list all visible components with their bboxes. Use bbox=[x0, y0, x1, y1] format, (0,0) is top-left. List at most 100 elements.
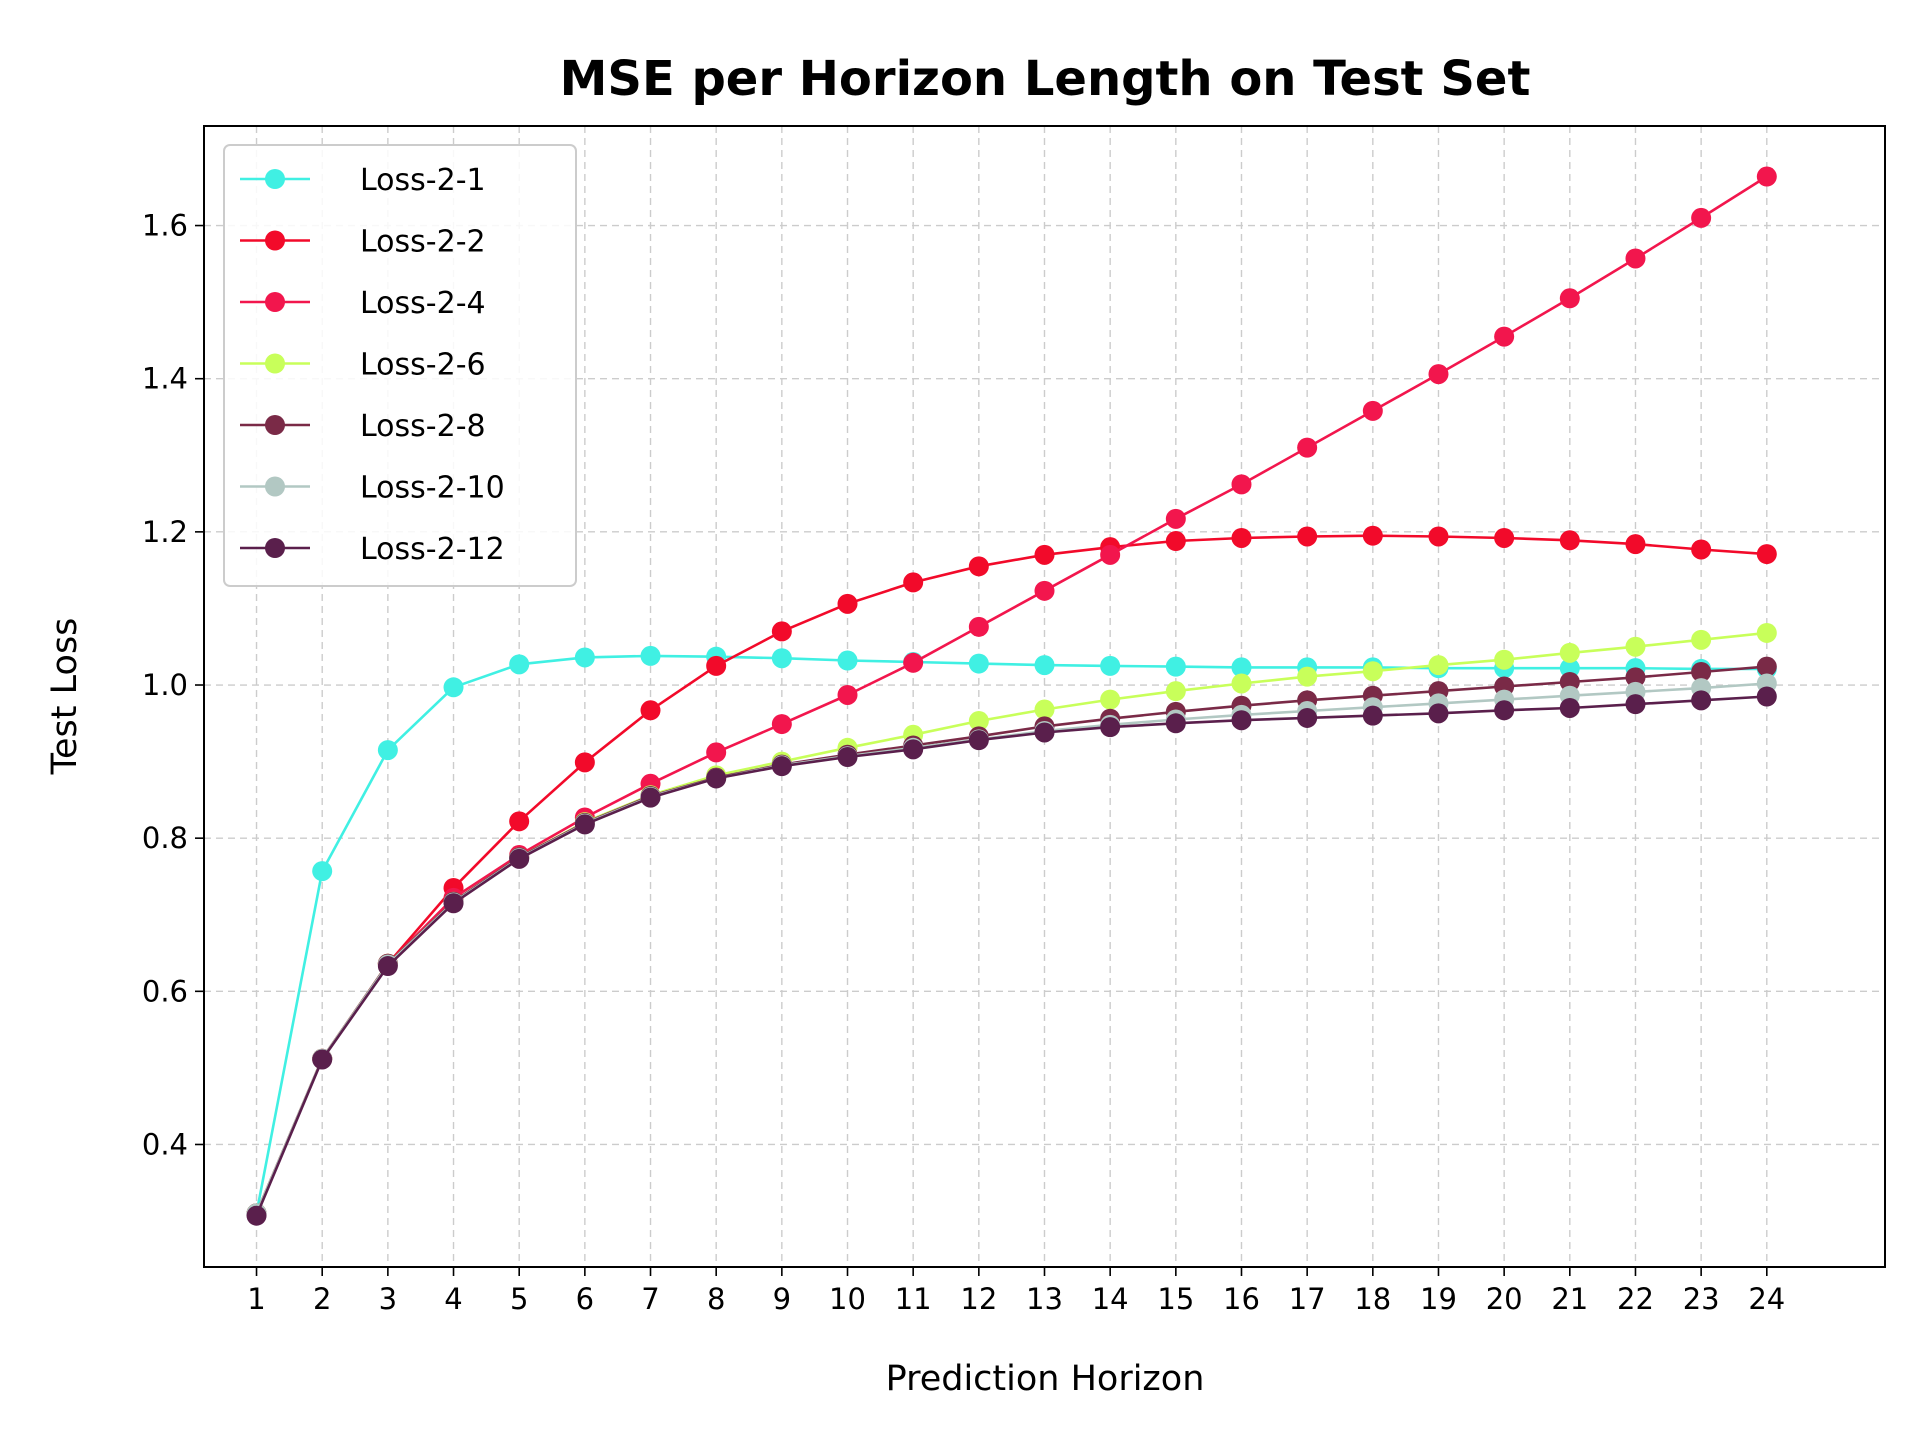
y-tick-label: 1.0 bbox=[142, 668, 188, 702]
data-point bbox=[1165, 508, 1186, 529]
series-line bbox=[255, 654, 1767, 1214]
data-point bbox=[377, 956, 398, 977]
y-tick-label: 0.6 bbox=[142, 974, 188, 1008]
data-point bbox=[1100, 689, 1121, 710]
data-point bbox=[771, 756, 792, 777]
data-point bbox=[1297, 707, 1318, 728]
legend-marker bbox=[265, 230, 285, 251]
legend-item: Loss-2-1 bbox=[240, 163, 486, 198]
x-tick-label: 1 bbox=[247, 1282, 265, 1316]
data-point bbox=[1494, 700, 1515, 721]
legend-item: Loss-2-2 bbox=[240, 225, 486, 260]
data-point bbox=[1494, 527, 1515, 548]
data-point bbox=[837, 593, 858, 614]
data-point bbox=[1691, 661, 1712, 682]
x-tick-label: 14 bbox=[1092, 1282, 1129, 1316]
x-tick-label: 16 bbox=[1223, 1282, 1260, 1316]
series-layer bbox=[246, 166, 1777, 1226]
x-tick-label: 24 bbox=[1748, 1282, 1785, 1316]
data-point bbox=[1428, 364, 1449, 385]
data-point bbox=[640, 645, 661, 666]
data-point bbox=[377, 740, 398, 761]
data-point bbox=[1625, 248, 1646, 269]
data-point bbox=[837, 684, 858, 705]
legend-marker bbox=[265, 415, 285, 435]
legend-item: Loss-2-12 bbox=[240, 532, 505, 567]
data-point bbox=[1362, 400, 1383, 421]
data-point bbox=[1231, 673, 1252, 694]
data-point bbox=[706, 655, 727, 676]
data-point bbox=[837, 746, 858, 767]
chart-title: MSE per Horizon Length on Test Set bbox=[560, 51, 1531, 107]
data-point bbox=[1297, 526, 1318, 547]
series-line bbox=[255, 695, 1767, 1217]
x-tick-label: 5 bbox=[510, 1282, 528, 1316]
data-point bbox=[1428, 526, 1449, 547]
legend-item: Loss-2-4 bbox=[240, 286, 486, 321]
legend-label: Loss-2-2 bbox=[360, 225, 486, 260]
data-point bbox=[1165, 681, 1186, 702]
data-point bbox=[443, 677, 464, 698]
data-point bbox=[1231, 527, 1252, 548]
legend-label: Loss-2-12 bbox=[360, 532, 505, 567]
x-tick-label: 13 bbox=[1026, 1282, 1063, 1316]
data-point bbox=[1494, 326, 1515, 347]
data-point bbox=[1625, 667, 1646, 688]
data-point bbox=[1625, 694, 1646, 715]
data-point bbox=[574, 814, 595, 835]
y-axis-ticks: 0.4 0.6 0.8 1.0 1.2 1.4 1.6 bbox=[142, 209, 204, 1161]
data-point bbox=[312, 861, 333, 882]
data-point bbox=[1691, 207, 1712, 228]
data-point bbox=[574, 752, 595, 773]
data-point bbox=[1362, 661, 1383, 682]
legend-label: Loss-2-1 bbox=[360, 163, 486, 198]
data-point bbox=[968, 711, 989, 732]
data-point bbox=[771, 648, 792, 669]
data-point bbox=[968, 616, 989, 637]
data-point bbox=[1297, 437, 1318, 458]
data-point bbox=[640, 700, 661, 721]
data-point bbox=[903, 652, 924, 673]
data-point bbox=[1756, 686, 1777, 707]
data-point bbox=[771, 714, 792, 735]
legend-marker bbox=[265, 169, 285, 189]
x-tick-label: 6 bbox=[576, 1282, 594, 1316]
legend-box bbox=[223, 144, 577, 587]
x-axis-ticks: 1 2 3 4 5 6 7 8 9 10 11 12 13 14 15 16 17 18 19 20 21 22 23 24 bbox=[247, 1267, 1785, 1316]
x-tick-label: 19 bbox=[1420, 1282, 1457, 1316]
x-axis-label: Prediction Horizon bbox=[886, 1359, 1205, 1399]
data-point bbox=[443, 893, 464, 914]
x-tick-label: 18 bbox=[1354, 1282, 1391, 1316]
data-point bbox=[968, 556, 989, 577]
x-tick-label: 15 bbox=[1157, 1282, 1194, 1316]
data-point bbox=[1231, 710, 1252, 731]
legend-item: Loss-2-8 bbox=[240, 409, 486, 444]
data-point bbox=[903, 572, 924, 593]
data-point bbox=[1100, 655, 1121, 676]
data-point bbox=[574, 647, 595, 668]
y-tick-label: 1.2 bbox=[142, 515, 188, 549]
legend-label: Loss-2-10 bbox=[360, 471, 505, 506]
data-point bbox=[1691, 690, 1712, 711]
data-point bbox=[1362, 525, 1383, 546]
data-point bbox=[771, 621, 792, 642]
x-tick-label: 12 bbox=[960, 1282, 997, 1316]
data-point bbox=[1165, 713, 1186, 734]
legend-label: Loss-2-6 bbox=[360, 348, 486, 383]
x-tick-label: 21 bbox=[1551, 1282, 1588, 1316]
data-point bbox=[1428, 703, 1449, 724]
data-point bbox=[1559, 671, 1580, 692]
data-point bbox=[509, 848, 530, 869]
y-tick-label: 1.4 bbox=[142, 362, 188, 396]
x-tick-label: 20 bbox=[1486, 1282, 1523, 1316]
legend: Loss-2-1 Loss-2-2 Loss-2-4 Loss-2-6 Loss-2-8… bbox=[223, 144, 577, 587]
y-axis-label: Test Loss bbox=[45, 618, 85, 776]
data-point bbox=[1691, 629, 1712, 650]
data-point bbox=[1559, 658, 1580, 679]
data-point bbox=[1231, 474, 1252, 495]
x-tick-label: 4 bbox=[444, 1282, 462, 1316]
data-point bbox=[1034, 722, 1055, 743]
y-tick-label: 0.4 bbox=[142, 1127, 188, 1161]
